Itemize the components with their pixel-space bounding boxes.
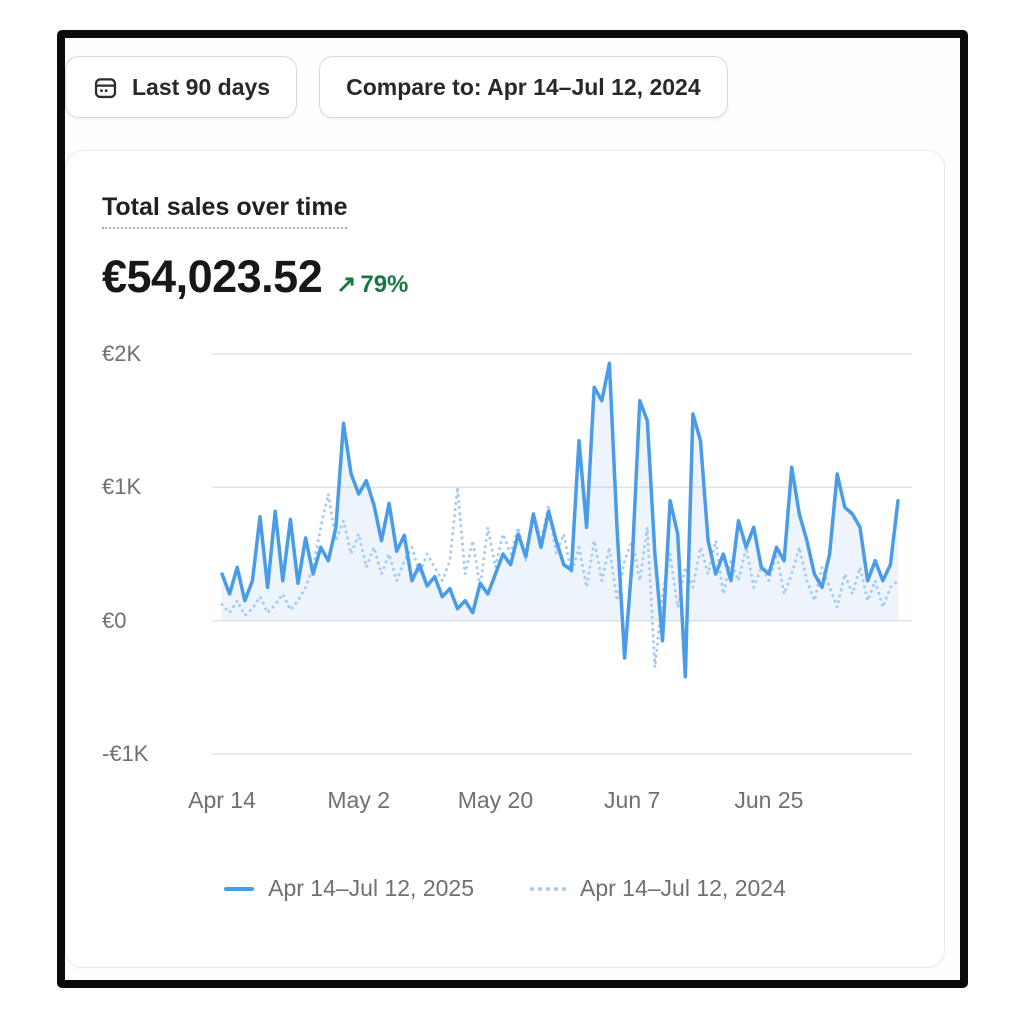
legend-item-current-period: Apr 14–Jul 12, 2025 — [224, 875, 474, 902]
change-percent: 79% — [360, 271, 409, 298]
y-tick-label: €1K — [102, 474, 142, 500]
sales-card: Total sales over time €54,023.52 ↗ 79% €2… — [65, 150, 945, 968]
compare-label: Compare to: Apr 14–Jul 12, 2024 — [346, 73, 701, 100]
y-axis-labels: €2K €1K €0 -€1K — [102, 329, 202, 769]
y-tick-label: €2K — [102, 341, 142, 366]
metric-row: €54,023.52 ↗ 79% — [102, 251, 908, 303]
legend-label-compare: Apr 14–Jul 12, 2024 — [580, 875, 786, 901]
y-tick-label: €0 — [102, 607, 127, 633]
legend-label-current: Apr 14–Jul 12, 2025 — [268, 875, 474, 901]
metric-total-value: €54,023.52 — [102, 251, 323, 302]
metric-change-badge: ↗ 79% — [336, 270, 408, 299]
sales-chart-svg[interactable] — [212, 329, 912, 769]
controls-bar: Last 90 days Compare to: Apr 14–Jul 12, … — [65, 56, 960, 118]
trend-up-arrow-icon: ↗ — [336, 271, 357, 298]
date-range-button[interactable]: Last 90 days — [65, 56, 298, 118]
x-axis-labels: Apr 14 May 2 May 20 Jun 7 Jun 25 — [188, 787, 912, 819]
x-tick-label: May 20 — [457, 787, 534, 813]
app-window: Last 90 days Compare to: Apr 14–Jul 12, … — [57, 30, 968, 988]
calendar-icon — [92, 74, 119, 101]
x-tick-label: Jun 7 — [604, 787, 661, 813]
y-tick-label: -€1K — [102, 740, 149, 766]
series-2025-line[interactable] — [220, 361, 900, 679]
solid-line-swatch-icon — [224, 886, 255, 891]
chart-legend: Apr 14–Jul 12, 2025 Apr 14–Jul 12, 2024 — [102, 875, 908, 902]
compare-button[interactable]: Compare to: Apr 14–Jul 12, 2024 — [319, 56, 728, 118]
series-2025-area — [222, 363, 898, 677]
legend-item-compare-period: Apr 14–Jul 12, 2024 — [530, 875, 786, 902]
x-tick-label: Jun 25 — [734, 787, 804, 813]
x-tick-label: Apr 14 — [188, 787, 256, 813]
card-title[interactable]: Total sales over time — [102, 193, 348, 229]
dotted-line-swatch-icon — [530, 886, 566, 891]
sales-chart: €2K €1K €0 -€1K Apr 14 May 2 May 20 Jun 7 Jun 2… — [102, 329, 912, 829]
x-tick-label: May 2 — [327, 787, 391, 813]
series-2024-line[interactable] — [220, 485, 900, 669]
date-range-label: Last 90 days — [132, 73, 271, 100]
plot-area — [212, 329, 912, 769]
